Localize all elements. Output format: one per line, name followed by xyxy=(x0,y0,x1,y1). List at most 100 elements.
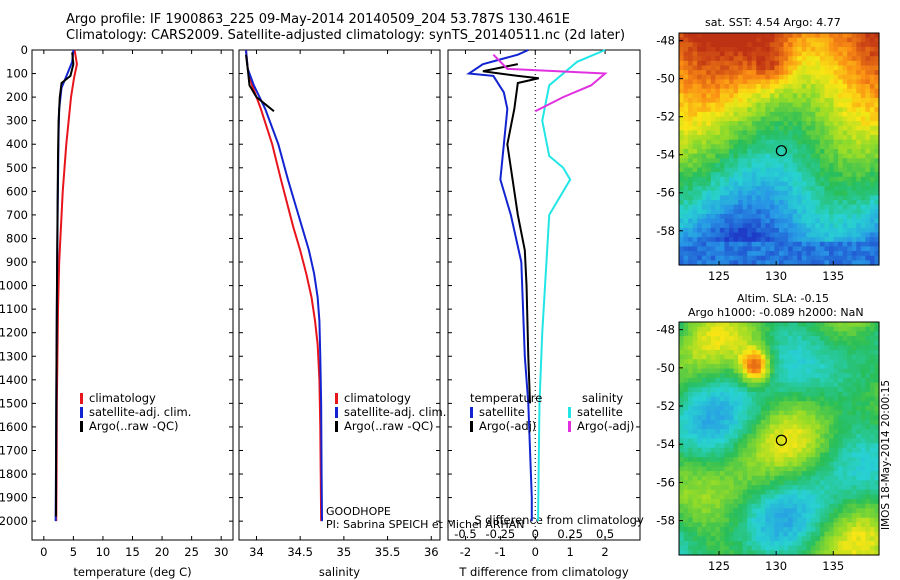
map-cell xyxy=(806,340,812,346)
map-cell xyxy=(751,260,757,266)
map-cell xyxy=(788,255,794,261)
map-cell xyxy=(792,167,798,173)
map-cell xyxy=(847,223,853,229)
map-cell xyxy=(719,130,726,136)
map-cell xyxy=(833,517,839,523)
map-cell xyxy=(801,88,807,94)
map-cell xyxy=(847,51,853,57)
map-cell xyxy=(869,349,876,356)
map-cell xyxy=(797,97,803,104)
map-cell xyxy=(679,424,685,430)
map-cell xyxy=(824,489,830,496)
map-cell xyxy=(710,144,716,150)
map-cell xyxy=(742,522,748,528)
map-cell xyxy=(683,433,689,440)
map-cell xyxy=(715,200,721,206)
map-cell xyxy=(697,130,703,136)
map-cell xyxy=(874,382,880,388)
map-cell xyxy=(747,457,753,463)
map-cell xyxy=(729,97,735,104)
map-cell xyxy=(810,517,816,523)
map-cell xyxy=(706,42,712,48)
map-cell xyxy=(719,536,726,542)
map-cell xyxy=(869,51,876,57)
map-cell xyxy=(715,172,721,178)
map-cell xyxy=(819,241,826,248)
map-cell xyxy=(851,508,857,514)
map-cell xyxy=(710,213,716,220)
map-cell xyxy=(738,335,744,342)
map-cell xyxy=(738,204,744,210)
map-cell xyxy=(747,84,753,90)
map-cell xyxy=(738,419,744,426)
map-cell xyxy=(697,489,703,496)
map-cell xyxy=(779,135,785,141)
map-cell xyxy=(769,241,776,248)
map-cell xyxy=(688,475,694,482)
map-cell xyxy=(838,545,844,551)
map-cell xyxy=(774,382,780,388)
map-cell xyxy=(842,121,848,127)
map-cell xyxy=(747,37,753,43)
map-cell xyxy=(806,56,812,62)
map-cell xyxy=(788,349,794,356)
map-cell xyxy=(788,471,794,477)
map-cell xyxy=(738,340,744,346)
map-cell xyxy=(824,237,830,243)
map-cell xyxy=(747,326,753,332)
map-cell xyxy=(769,475,776,482)
map-cell xyxy=(760,255,766,261)
map-cell xyxy=(679,531,685,537)
map-cell xyxy=(833,489,839,496)
map-cell xyxy=(860,260,866,266)
map-cell xyxy=(769,382,776,388)
map-cell xyxy=(842,241,848,248)
map-cell xyxy=(779,116,785,122)
map-cell xyxy=(783,190,789,196)
map-cell xyxy=(697,508,703,514)
map-cell xyxy=(874,42,880,48)
map-cell xyxy=(829,74,835,80)
map-cell xyxy=(810,130,816,136)
map-cell xyxy=(683,331,689,337)
map-cell xyxy=(774,447,780,454)
map-cell xyxy=(729,466,735,472)
map-cell xyxy=(774,349,780,356)
map-cell xyxy=(838,433,844,440)
map-cell xyxy=(801,541,807,547)
map-cell xyxy=(806,424,812,430)
map-cell xyxy=(801,93,807,99)
map-cell xyxy=(719,429,726,435)
map-cell xyxy=(683,545,689,551)
map-cell xyxy=(783,452,789,458)
map-cell xyxy=(792,363,798,370)
map-cell xyxy=(683,60,689,67)
map-cell xyxy=(683,513,689,519)
map-cell xyxy=(833,545,839,551)
map-cell xyxy=(806,391,812,398)
map-cell xyxy=(783,186,789,192)
map-cell xyxy=(679,88,685,94)
map-cell xyxy=(747,246,753,252)
map-cell xyxy=(774,195,780,201)
map-cell xyxy=(742,167,748,173)
map-cell xyxy=(747,176,753,183)
map-cell xyxy=(688,218,694,224)
map-cell xyxy=(829,363,835,370)
map-cell xyxy=(747,190,753,196)
map-cell xyxy=(815,443,821,449)
map-cell xyxy=(842,447,848,454)
map-cell xyxy=(765,139,771,145)
map-cell xyxy=(797,218,803,224)
map-cell xyxy=(747,204,753,210)
map-cell xyxy=(751,359,757,365)
map-cell xyxy=(779,382,785,388)
map-cell xyxy=(792,475,798,482)
map-cell xyxy=(783,246,789,252)
map-cell xyxy=(856,410,862,416)
map-cell xyxy=(679,322,685,328)
map-cell xyxy=(874,541,880,547)
map-cell xyxy=(797,153,803,159)
map-cell xyxy=(851,37,857,43)
map-cell xyxy=(733,97,739,104)
